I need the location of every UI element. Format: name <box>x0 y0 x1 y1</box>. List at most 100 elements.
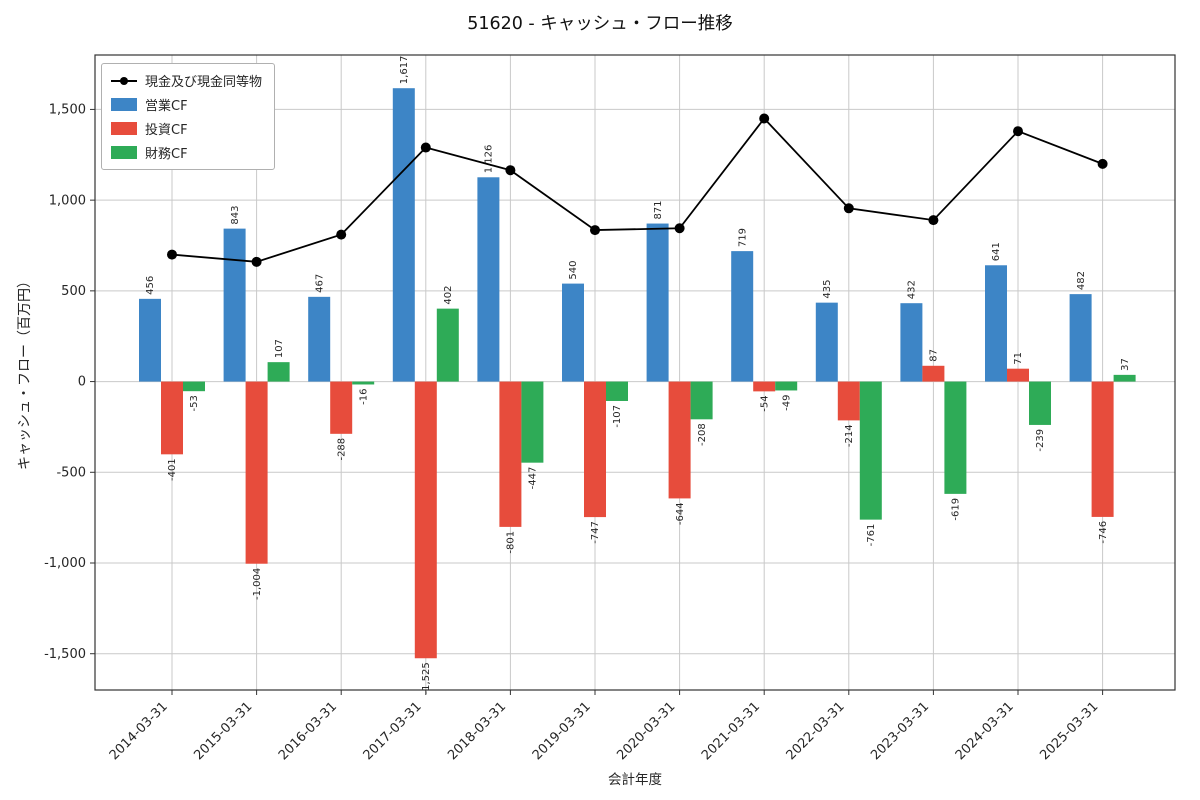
bar-営業CF <box>900 303 923 382</box>
bar-value-label: -761 <box>866 524 877 547</box>
bar-value-label: -1,004 <box>252 568 263 600</box>
y-axis-label: キャッシュ・フロー（百万円） <box>17 274 33 470</box>
bar-value-label: -401 <box>167 458 178 481</box>
x-tick-label: 2025-03-31 <box>1037 699 1101 763</box>
bar-投資CF <box>161 381 183 455</box>
bar-value-label: 107 <box>274 339 285 358</box>
y-tick-label: 500 <box>61 284 86 299</box>
bar-財務CF <box>521 381 544 463</box>
legend-item-財務CF: 財務CF <box>111 143 262 162</box>
bar-value-label: 456 <box>145 276 156 295</box>
bar-value-label: 719 <box>737 228 748 247</box>
bar-value-label: -214 <box>844 424 855 447</box>
bar-value-label: 1,126 <box>484 145 495 174</box>
color-swatch-icon <box>111 98 137 111</box>
bar-value-label: -16 <box>358 388 369 404</box>
bar-value-label: 871 <box>653 200 664 219</box>
legend-item-営業CF: 営業CF <box>111 95 262 114</box>
bar-財務CF <box>1113 374 1136 382</box>
bar-value-label: -288 <box>336 438 347 461</box>
y-tick-label: -1,500 <box>44 647 86 662</box>
bar-投資CF <box>922 365 945 382</box>
x-tick-label: 2017-03-31 <box>361 699 425 763</box>
bar-value-label: -746 <box>1098 521 1109 544</box>
line-marker <box>167 249 177 260</box>
x-tick-label: 2019-03-31 <box>530 699 594 763</box>
x-tick-label: 2015-03-31 <box>191 699 255 763</box>
bar-value-label: 37 <box>1120 358 1131 371</box>
cash-equivalents-line <box>171 117 1103 263</box>
bar-営業CF <box>815 302 838 382</box>
bar-投資CF <box>1007 368 1029 382</box>
bar-value-label: -619 <box>951 498 962 521</box>
bar-value-label: 432 <box>907 280 918 299</box>
bar-投資CF <box>330 381 353 434</box>
line-marker <box>759 113 770 124</box>
bar-営業CF <box>1069 294 1092 382</box>
line-marker-icon <box>111 76 137 85</box>
bar-value-label: 435 <box>822 280 833 299</box>
line-marker <box>505 165 516 176</box>
bar-value-label: -1,525 <box>421 662 432 694</box>
line-marker <box>336 229 347 240</box>
bar-投資CF <box>499 381 522 527</box>
color-swatch-icon <box>111 122 137 135</box>
y-tick-label: -1,000 <box>44 556 86 571</box>
bar-財務CF <box>352 381 375 385</box>
bar-value-label: -801 <box>506 531 517 554</box>
bar-value-label: 540 <box>568 261 579 280</box>
line-marker <box>674 223 685 234</box>
bar-value-label: 402 <box>443 286 454 305</box>
legend: 現金及び現金同等物 営業CF 投資CF 財務CF <box>101 63 276 170</box>
bar-value-label: -644 <box>675 502 686 525</box>
y-tick-label: 1,500 <box>49 103 86 118</box>
line-marker <box>1097 158 1108 169</box>
x-tick-label: 2023-03-31 <box>868 699 932 763</box>
bar-財務CF <box>436 308 459 382</box>
bar-value-label: 482 <box>1076 271 1087 290</box>
x-axis-label: 会計年度 <box>608 772 662 788</box>
bar-value-label: 641 <box>991 242 1002 261</box>
chart-title: 51620 - キャッシュ・フロー推移 <box>467 14 733 34</box>
bar-value-label: 843 <box>230 206 241 225</box>
bar-財務CF <box>859 381 882 520</box>
bar-投資CF <box>414 381 437 659</box>
legend-label: 財務CF <box>145 147 188 162</box>
legend-label: 現金及び現金同等物 <box>145 75 263 90</box>
x-tick-label: 2014-03-31 <box>107 699 171 763</box>
legend-item-投資CF: 投資CF <box>111 119 262 138</box>
bar-投資CF <box>584 381 606 518</box>
y-tick-label: 1,000 <box>49 193 86 208</box>
bar-財務CF <box>775 381 798 391</box>
bar-投資CF <box>668 381 691 499</box>
x-tick-label: 2022-03-31 <box>784 699 848 763</box>
x-tick-label: 2018-03-31 <box>445 699 509 763</box>
bar-value-label: -208 <box>697 423 708 446</box>
bar-財務CF <box>606 381 628 401</box>
bar-営業CF <box>477 177 500 382</box>
line-marker <box>928 215 939 226</box>
bar-value-label: -239 <box>1035 429 1046 452</box>
bar-value-label: 71 <box>1013 352 1024 365</box>
bar-投資CF <box>245 381 268 564</box>
line-marker <box>251 256 262 267</box>
color-swatch-icon <box>111 146 137 159</box>
bar-value-label: -49 <box>781 394 792 410</box>
bar-投資CF <box>837 381 860 421</box>
bar-value-label: -107 <box>612 405 623 428</box>
y-tick-label: -500 <box>56 465 86 480</box>
legend-label: 営業CF <box>145 99 188 114</box>
y-tick-label: 0 <box>78 375 86 390</box>
bar-営業CF <box>392 88 415 382</box>
bar-財務CF <box>183 381 205 392</box>
bar-営業CF <box>985 265 1007 382</box>
bar-value-label: -54 <box>759 395 770 411</box>
line-marker <box>420 142 431 153</box>
plot-border <box>94 54 1176 691</box>
bar-value-label: -447 <box>528 467 539 490</box>
legend-item-現金及び現金同等物: 現金及び現金同等物 <box>111 71 262 90</box>
bar-財務CF <box>267 362 290 382</box>
bar-value-label: -747 <box>590 521 601 544</box>
bar-営業CF <box>308 296 331 382</box>
